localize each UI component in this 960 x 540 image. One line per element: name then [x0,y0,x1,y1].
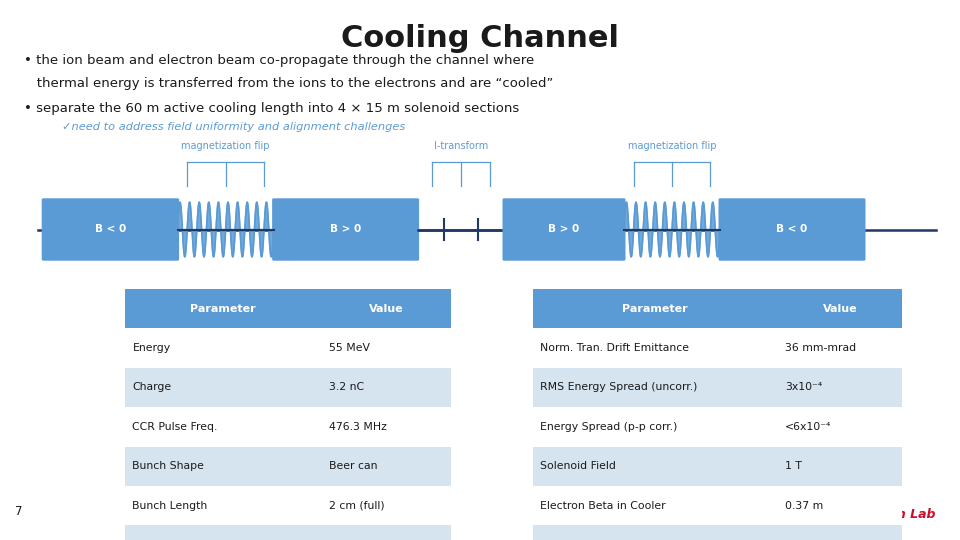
Text: B > 0: B > 0 [330,225,361,234]
Text: Parameter: Parameter [622,303,688,314]
FancyBboxPatch shape [533,486,902,525]
Text: Parameter: Parameter [190,303,256,314]
Text: 36 mm-mrad: 36 mm-mrad [785,343,856,353]
FancyBboxPatch shape [533,328,902,368]
FancyBboxPatch shape [533,368,902,407]
Text: B < 0: B < 0 [95,225,126,234]
Text: B > 0: B > 0 [548,225,580,234]
Text: thermal energy is transferred from the ions to the electrons and are “cooled”: thermal energy is transferred from the i… [24,77,553,90]
FancyBboxPatch shape [125,407,451,447]
Text: <6x10⁻⁴: <6x10⁻⁴ [785,422,831,432]
FancyBboxPatch shape [125,486,451,525]
Text: 476.3 MHz: 476.3 MHz [329,422,387,432]
Text: CCR Pulse Freq.: CCR Pulse Freq. [132,422,218,432]
Text: 1 T: 1 T [785,461,803,471]
FancyBboxPatch shape [718,198,866,261]
Text: Bunch Length: Bunch Length [132,501,207,511]
Text: Energy Spread (p-p corr.): Energy Spread (p-p corr.) [540,422,678,432]
FancyBboxPatch shape [41,198,180,261]
Text: Cooling Channel: Cooling Channel [341,24,619,53]
Text: Norm. Tran. Drift Emittance: Norm. Tran. Drift Emittance [540,343,689,353]
Text: Bunch Shape: Bunch Shape [132,461,204,471]
FancyBboxPatch shape [125,525,451,540]
Text: 0.37 m: 0.37 m [785,501,824,511]
Text: Value: Value [369,303,404,314]
Text: magnetization flip: magnetization flip [181,141,270,151]
FancyBboxPatch shape [272,198,420,261]
Text: I-transform: I-transform [434,141,488,151]
FancyBboxPatch shape [125,447,451,486]
Text: Energy: Energy [132,343,171,353]
Text: Solenoid Field: Solenoid Field [540,461,616,471]
Text: Beer can: Beer can [329,461,378,471]
Text: Electron Beta in Cooler: Electron Beta in Cooler [540,501,666,511]
Text: ✓need to address field uniformity and alignment challenges: ✓need to address field uniformity and al… [62,122,406,132]
Text: Charge: Charge [132,382,172,393]
Text: RMS Energy Spread (uncorr.): RMS Energy Spread (uncorr.) [540,382,698,393]
Text: • the ion beam and electron beam co-propagate through the channel where: • the ion beam and electron beam co-prop… [24,54,535,67]
Text: 2 cm (full): 2 cm (full) [329,501,385,511]
Text: 3.2 nC: 3.2 nC [329,382,365,393]
FancyBboxPatch shape [125,328,451,368]
FancyBboxPatch shape [125,289,451,328]
FancyBboxPatch shape [533,525,902,540]
Text: magnetization flip: magnetization flip [628,141,716,151]
Text: 55 MeV: 55 MeV [329,343,371,353]
Text: • separate the 60 m active cooling length into 4 × 15 m solenoid sections: • separate the 60 m active cooling lengt… [24,102,519,114]
Text: Jefferson Lab: Jefferson Lab [843,508,936,521]
FancyBboxPatch shape [533,407,902,447]
Text: Value: Value [823,303,857,314]
Text: 7: 7 [15,505,23,518]
Text: 3x10⁻⁴: 3x10⁻⁴ [785,382,823,393]
FancyBboxPatch shape [125,368,451,407]
FancyBboxPatch shape [502,198,626,261]
FancyBboxPatch shape [533,447,902,486]
Text: B < 0: B < 0 [777,225,807,234]
FancyBboxPatch shape [533,289,902,328]
